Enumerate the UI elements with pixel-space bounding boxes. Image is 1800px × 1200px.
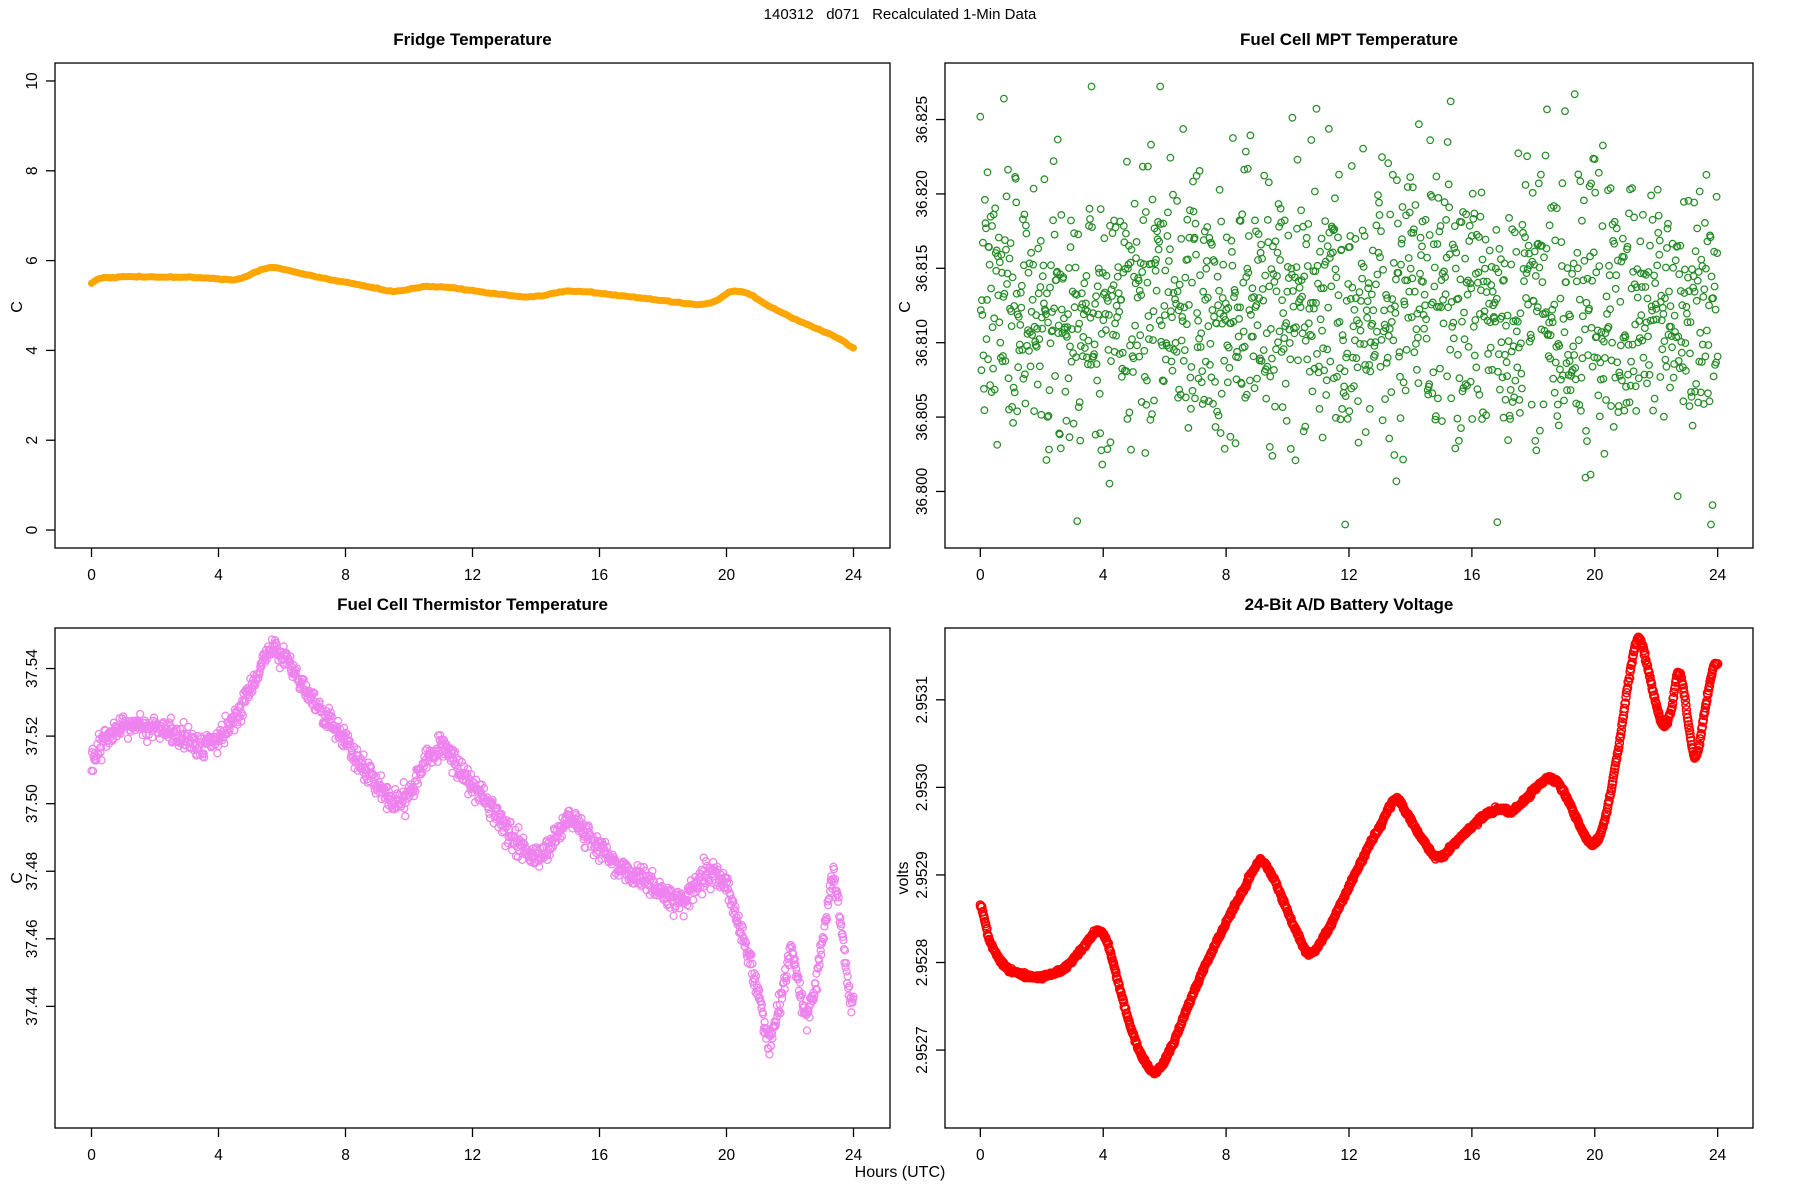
mpt-y-tick-label: 36.820: [914, 170, 931, 218]
thermistor-y-tick-label: 37.50: [24, 784, 41, 823]
shared-x-axis-label: Hours (UTC): [854, 1164, 946, 1181]
fridge-y-tick-label: 2: [24, 436, 41, 445]
thermistor-x-tick-label: 16: [591, 1147, 608, 1164]
fridge-y-tick-label: 8: [24, 166, 41, 175]
mpt-y-tick-label: 36.805: [914, 393, 931, 440]
panel-title-fuel-cell-thermistor-temperature: Fuel Cell Thermistor Temperature: [337, 595, 608, 614]
fridge-x-tick-label: 16: [591, 567, 608, 584]
mpt-x-tick-label: 8: [1222, 567, 1231, 584]
battery-y-tick-label: 2.9527: [914, 1026, 931, 1073]
figure-main-title: 140312 d071 Recalculated 1-Min Data: [763, 6, 1037, 23]
thermistor-x-tick-label: 4: [214, 1147, 223, 1164]
battery-x-tick-label: 8: [1222, 1147, 1231, 1164]
panel-title-battery-voltage: 24-Bit A/D Battery Voltage: [1244, 595, 1454, 614]
thermistor-y-tick-label: 37.48: [24, 852, 41, 891]
mpt-x-tick-label: 16: [1463, 567, 1480, 584]
mpt-y-tick-label: 36.825: [914, 96, 931, 143]
battery-series: [975, 632, 1723, 1079]
fridge-x-tick-label: 12: [464, 567, 481, 584]
thermistor-y-tick-label: 37.46: [24, 919, 41, 958]
mpt-x-tick-label: 0: [976, 567, 985, 584]
fridge-x-tick-label: 24: [845, 567, 863, 584]
thermistor-x-tick-label: 20: [718, 1147, 736, 1164]
thermistor-x-tick-label: 24: [845, 1147, 863, 1164]
thermistor-y-tick-label: 37.54: [24, 649, 41, 688]
panel-title-fridge-temperature: Fridge Temperature: [393, 30, 552, 49]
mpt-x-tick-label: 4: [1099, 567, 1108, 584]
mpt-x-tick-label: 24: [1709, 567, 1727, 584]
mpt-x-tick-label: 12: [1340, 567, 1357, 584]
mpt-y-tick-label: 36.815: [914, 245, 931, 292]
fridge-x-tick-label: 20: [718, 567, 736, 584]
battery-x-tick-label: 20: [1586, 1147, 1604, 1164]
fridge-x-tick-label: 4: [214, 567, 223, 584]
fridge-series: [88, 263, 857, 352]
thermistor-x-tick-label: 8: [341, 1147, 350, 1164]
thermistor-x-tick-label: 12: [464, 1147, 481, 1164]
battery-panel: 0 4 8 12 16 20 24 2.9527 2.9528 2.9529 2.9530 2.953…: [914, 627, 1754, 1164]
panel-title-fuel-cell-mpt-temperature: Fuel Cell MPT Temperature: [1240, 30, 1458, 49]
battery-y-tick-label: 2.9529: [914, 851, 931, 898]
thermistor-x-tick-label: 0: [87, 1147, 96, 1164]
mpt-panel: 0 4 8 12 16 20 24 36.800 36.805 36.810 36.815 36.82…: [914, 62, 1754, 584]
thermistor-plot-box: [54, 627, 891, 1129]
battery-y-tick-label: 2.9530: [914, 763, 931, 811]
fridge-x-tick-label: 0: [87, 567, 96, 584]
battery-x-tick-label: 16: [1463, 1147, 1480, 1164]
battery-x-tick-label: 0: [976, 1147, 985, 1164]
battery-x-tick-label: 4: [1099, 1147, 1108, 1164]
mpt-x-tick-label: 20: [1586, 567, 1604, 584]
thermistor-panel: 0 4 8 12 16 20 24 37.44 37.46 37.48 37.50 37.52 37.5…: [24, 627, 891, 1164]
mpt-plot-box: [944, 62, 1754, 549]
fridge-y-tick-label: 6: [24, 256, 41, 265]
mpt-series: [976, 82, 1722, 529]
battery-x-tick-label: 24: [1709, 1147, 1727, 1164]
thermistor-y-tick-label: 37.52: [24, 717, 41, 756]
fridge-y-tick-label: 4: [24, 346, 41, 355]
mpt-y-tick-label: 36.800: [914, 467, 931, 515]
mpt-y-tick-label: 36.810: [914, 319, 931, 367]
thermistor-series: [87, 635, 858, 1059]
battery-y-tick-label: 2.9531: [914, 676, 931, 723]
fridge-x-tick-label: 8: [341, 567, 350, 584]
thermistor-y-tick-label: 37.44: [24, 987, 41, 1026]
fridge-y-tick-label: 0: [24, 525, 41, 534]
battery-y-tick-label: 2.9528: [914, 939, 931, 986]
fridge-y-tick-label: 10: [24, 72, 41, 90]
battery-x-tick-label: 12: [1340, 1147, 1357, 1164]
